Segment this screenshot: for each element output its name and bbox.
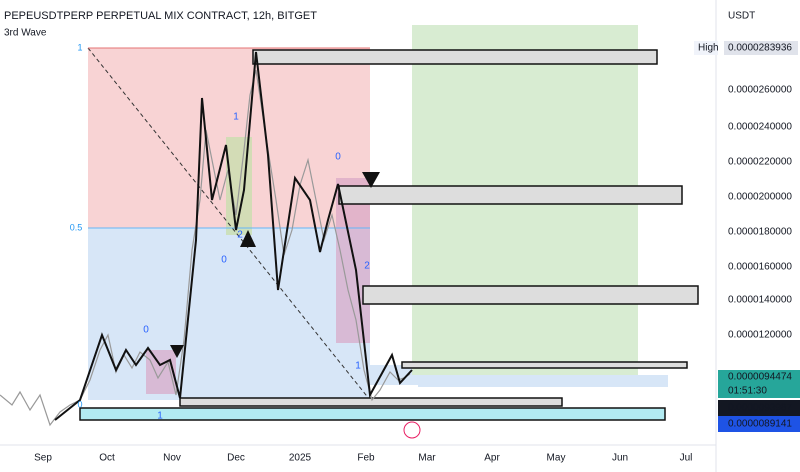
signal-marker (170, 345, 184, 358)
time-label: Oct (99, 453, 115, 464)
event-icon[interactable] (403, 421, 421, 439)
wave-line (54, 51, 413, 421)
badge (718, 416, 800, 432)
fib-label: 0 (77, 399, 82, 409)
time-label: Sep (34, 453, 52, 464)
support-box (179, 397, 563, 407)
price-line (0, 69, 411, 427)
high-value: 0.0000283936 (728, 43, 792, 54)
signal-marker (362, 172, 380, 188)
wave-label: 1 (355, 361, 361, 372)
wave-label: 1 (233, 112, 239, 123)
price-label: 0.0000140000 (728, 295, 792, 306)
fib-zone-lower (88, 228, 370, 400)
time-label: Mar (418, 453, 436, 464)
wave-label: 0 (143, 325, 149, 336)
resistance-box (362, 285, 699, 305)
price-label: 0.0000180000 (728, 227, 792, 238)
time-label: May (547, 453, 566, 464)
price-label: 0.0000120000 (728, 330, 792, 341)
price-label: 0.0000200000 (728, 192, 792, 203)
risk-zone (418, 375, 668, 387)
price-label: 0.0000220000 (728, 157, 792, 168)
fib-label: 0.5 (70, 222, 83, 232)
wave-label: 2 (364, 261, 370, 272)
fib-diagonal (87, 47, 371, 401)
wave-label: 2 (237, 230, 243, 241)
resistance-box (338, 185, 683, 205)
badge (718, 370, 800, 398)
currency: USDT (728, 11, 755, 22)
badge (718, 400, 800, 416)
fib-label: 1 (77, 42, 82, 52)
price-label: 0.0000160000 (728, 262, 792, 273)
time-label: Apr (484, 453, 500, 464)
price-label: 0.0000240000 (728, 122, 792, 133)
price-label: 0.0000260000 (728, 85, 792, 96)
signal-marker (240, 230, 256, 247)
fib-zone-extension (370, 365, 418, 385)
badge (694, 41, 718, 55)
indicator-name: 3rd Wave (4, 28, 47, 39)
resistance-box (401, 361, 688, 369)
time-label: 2025 (289, 453, 312, 464)
wave-label: 1 (157, 411, 163, 422)
badge (724, 41, 798, 55)
last-price: 0.0000094474 (728, 372, 792, 383)
time-label: Feb (357, 453, 375, 464)
time-label: Jun (612, 453, 628, 464)
resistance-box (252, 49, 658, 65)
chart-title: PEPEUSDTPERP PERPETUAL MIX CONTRACT, 12h… (4, 10, 317, 22)
time-label: Jul (680, 453, 693, 464)
countdown: 01:51:30 (728, 386, 767, 397)
wave-label: 0 (335, 152, 341, 163)
high-label: High (698, 43, 719, 54)
wave-label: 0 (221, 255, 227, 266)
time-label: Nov (163, 453, 181, 464)
price-badge: 0.0000093987 (728, 403, 792, 414)
price-badge: 0.0000089141 (728, 419, 792, 430)
support-box (79, 407, 666, 421)
wave-box (146, 350, 176, 394)
time-label: Dec (227, 453, 245, 464)
